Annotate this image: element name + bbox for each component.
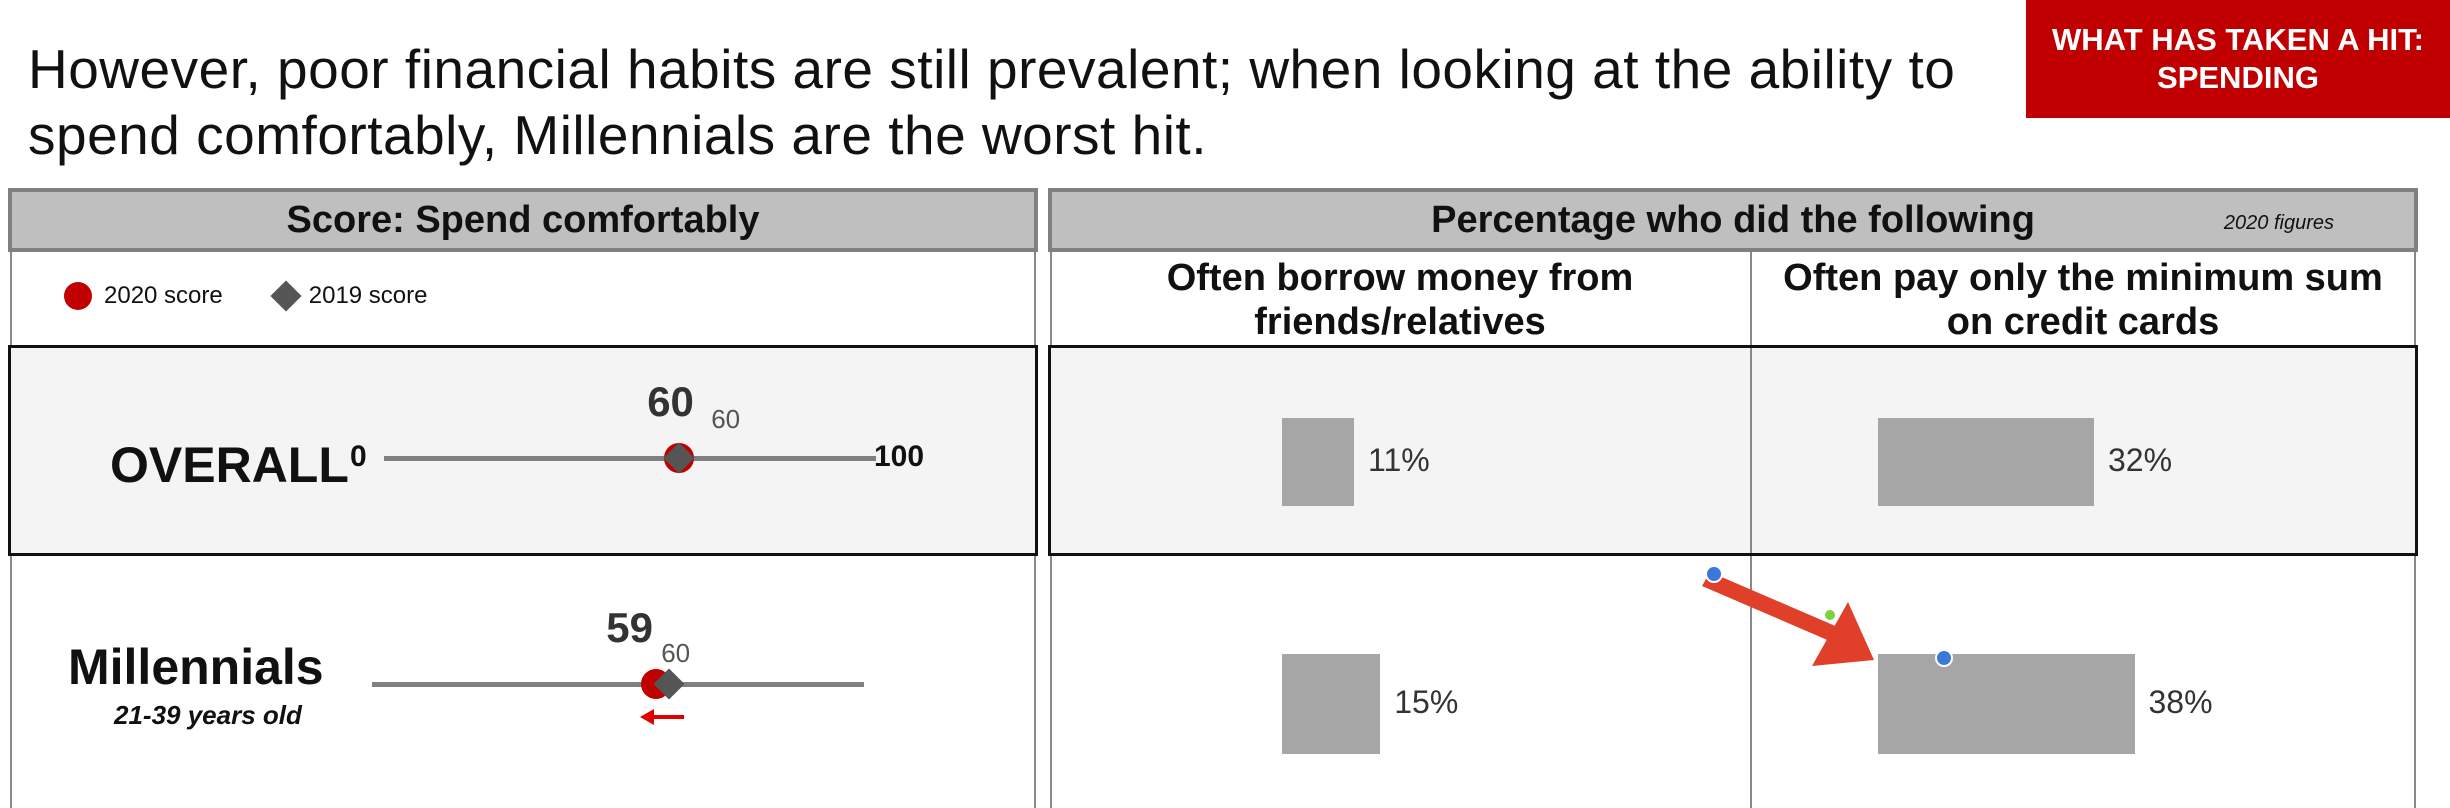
segment-sublabel-millennials: 21-39 years old — [114, 700, 302, 730]
overall-2019-score: 60 — [711, 404, 741, 434]
figures-note: 2020 figures — [2223, 212, 2334, 234]
bar-label-millennials-min-payment: 38% — [2148, 684, 2213, 720]
segment-label-millennials: Millennials — [68, 639, 324, 695]
overall-row-divider — [1750, 348, 1752, 553]
column-header-min-payment: Often pay only the minimum sum on credit… — [1752, 256, 2414, 344]
column-header-borrow-line-2: friends/relatives — [1254, 301, 1546, 343]
bar-label-millennials-borrow: 15% — [1394, 684, 1459, 720]
overall-row-bg-left — [10, 346, 1036, 554]
legend-2020-label: 2020 score — [104, 282, 223, 309]
arrow-end-handle[interactable] — [1935, 649, 1953, 667]
bar-overall-borrow — [1282, 418, 1355, 506]
scale-min-overall: 0 — [350, 440, 367, 473]
legend: 2020 score 2019 score — [64, 280, 428, 312]
arrow-midpoint-handle[interactable] — [1823, 608, 1837, 622]
overall-row-box-right — [1048, 345, 2418, 556]
annotation-arrow-shaft — [1702, 572, 1840, 642]
bar-millennials-borrow — [1282, 654, 1381, 754]
badge-line-1: WHAT HAS TAKEN A HIT: — [2052, 22, 2424, 57]
overall-row-box-left — [8, 345, 1038, 556]
headline: However, poor financial habits are still… — [28, 38, 1956, 166]
score-scale-millennials — [372, 682, 864, 687]
annotation-arrow[interactable] — [1700, 556, 1960, 686]
annotation-arrow-head-icon — [1812, 602, 1874, 666]
right-panel-title: Percentage who did the following 2020 fi… — [1048, 188, 2418, 252]
column-header-borrow-line-1: Often borrow money from — [1166, 257, 1634, 299]
left-panel-title: Score: Spend comfortably — [8, 188, 1038, 252]
millennials-2020-score: 59 — [606, 604, 653, 651]
column-header-min-payment-line-1: Often pay only the minimum sum — [1783, 257, 2383, 299]
bar-overall-min-payment — [1878, 418, 2094, 506]
bar-label-overall-borrow: 11% — [1368, 442, 1430, 478]
section-badge: WHAT HAS TAKEN A HIT: SPENDING — [2026, 0, 2450, 118]
overall-2020-score: 60 — [647, 378, 694, 425]
legend-2019-label: 2019 score — [308, 282, 428, 309]
score-scale-overall — [384, 456, 876, 461]
arrow-start-handle[interactable] — [1705, 565, 1723, 583]
right-panel-title-text: Percentage who did the following — [1431, 198, 2035, 241]
segment-label-overall: OVERALL — [110, 437, 349, 493]
millennials-2019-score: 60 — [661, 638, 691, 668]
decline-arrow-icon — [640, 709, 684, 725]
scale-max-overall: 100 — [874, 440, 925, 473]
legend-2020-marker — [64, 282, 92, 310]
bar-millennials-min-payment — [1878, 654, 2135, 754]
column-header-min-payment-line-2: on credit cards — [1946, 301, 2220, 343]
column-header-borrow: Often borrow money from friends/relative… — [1052, 256, 1748, 344]
bar-label-overall-min-payment: 32% — [2108, 442, 2173, 478]
legend-2019-marker — [270, 280, 302, 312]
badge-line-2: SPENDING — [2157, 60, 2319, 95]
overall-row-bg-right — [1050, 346, 2416, 554]
left-panel-title-text: Score: Spend comfortably — [286, 198, 760, 241]
